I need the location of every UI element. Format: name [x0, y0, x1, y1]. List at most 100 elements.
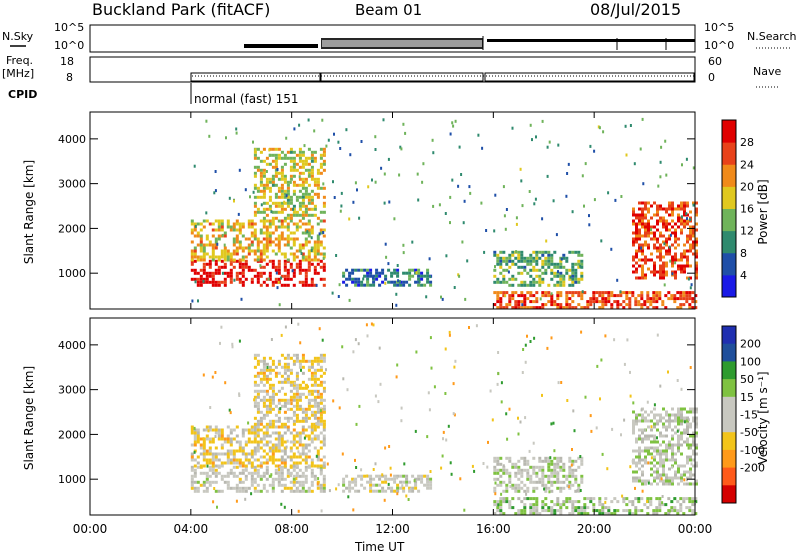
- heatmap-cell: [665, 449, 668, 453]
- heatmap-cell: [598, 291, 602, 295]
- scatter-point: [270, 473, 273, 477]
- colorbar-tick-label: 8: [740, 247, 747, 260]
- heatmap-cell: [511, 291, 515, 295]
- heatmap-cell: [310, 480, 314, 484]
- heatmap-cell: [547, 459, 551, 463]
- heatmap-cell: [250, 483, 254, 487]
- scatter-point: [685, 157, 688, 161]
- scatter-point: [297, 509, 300, 513]
- heatmap-cell: [298, 156, 302, 160]
- heatmap-cell: [274, 216, 278, 220]
- heatmap-cell: [692, 443, 695, 447]
- heatmap-cell: [223, 474, 227, 478]
- heatmap-cell: [196, 486, 200, 490]
- heatmap-cell: [256, 240, 260, 244]
- heatmap-cell: [274, 237, 278, 241]
- heatmap-cell: [253, 258, 257, 262]
- heatmap-cell: [496, 300, 500, 304]
- heatmap-cell: [223, 258, 227, 262]
- heatmap-cell: [274, 431, 278, 435]
- scatter-point: [317, 390, 319, 394]
- heatmap-cell: [250, 440, 254, 444]
- heatmap-cell: [659, 443, 662, 447]
- heatmap-cell: [313, 368, 317, 372]
- heatmap-cell: [632, 479, 635, 483]
- heatmap-cell: [292, 204, 296, 208]
- scatter-point: [429, 275, 432, 279]
- heatmap-cell: [360, 483, 364, 487]
- heatmap-cell: [568, 512, 572, 516]
- heatmap-cell: [280, 398, 284, 402]
- heatmap-cell: [316, 434, 320, 438]
- heatmap-cell: [316, 234, 320, 238]
- heatmap-cell: [283, 416, 287, 420]
- heatmap-cell: [499, 512, 503, 516]
- heatmap-cell: [686, 201, 689, 205]
- scatter-point: [338, 283, 341, 287]
- x-tick-label: 20:00: [577, 522, 612, 536]
- heatmap-cell: [508, 456, 512, 460]
- scatter-point: [555, 233, 558, 237]
- scatter-point: [595, 426, 598, 430]
- heatmap-cell: [541, 253, 545, 257]
- scatter-point: [571, 448, 573, 451]
- heatmap-cell: [574, 271, 578, 275]
- heatmap-cell: [322, 443, 326, 447]
- heatmap-cell: [310, 471, 314, 475]
- heatmap-cell: [319, 162, 323, 166]
- heatmap-cell: [674, 413, 677, 417]
- heatmap-cell: [647, 434, 650, 438]
- scatter-point: [497, 351, 500, 354]
- heatmap-cell: [274, 280, 278, 284]
- heatmap-cell: [304, 468, 308, 472]
- heatmap-cell: [319, 243, 323, 247]
- heatmap-cell: [568, 459, 572, 463]
- scatter-point: [444, 347, 447, 351]
- heatmap-cell: [316, 392, 320, 396]
- heatmap-cell: [310, 280, 314, 284]
- scatter-point: [454, 119, 457, 123]
- heatmap-cell: [517, 253, 521, 257]
- heatmap-cell: [375, 274, 379, 278]
- heatmap-cell: [399, 474, 403, 478]
- heatmap-cell: [674, 228, 677, 232]
- heatmap-cell: [396, 268, 400, 272]
- colorbar-segment: [722, 252, 736, 276]
- heatmap-cell: [694, 500, 698, 504]
- heatmap-cell: [253, 431, 257, 435]
- heatmap-cell: [220, 464, 224, 468]
- heatmap-cell: [601, 506, 605, 510]
- heatmap-cell: [313, 410, 317, 414]
- heatmap-cell: [292, 474, 296, 478]
- heatmap-cell: [235, 259, 239, 263]
- heatmap-cell: [301, 386, 305, 390]
- heatmap-cell: [265, 410, 269, 414]
- heatmap-cell: [665, 249, 668, 253]
- heatmap-cell: [408, 268, 412, 272]
- heatmap-cell: [529, 497, 533, 501]
- heatmap-cell: [517, 468, 521, 472]
- heatmap-cell: [259, 255, 263, 259]
- heatmap-cell: [402, 489, 406, 493]
- heatmap-cell: [277, 419, 281, 423]
- heatmap-cell: [289, 480, 293, 484]
- heatmap-cell: [226, 486, 230, 490]
- heatmap-cell: [304, 410, 308, 414]
- heatmap-cell: [369, 283, 373, 287]
- heatmap-cell: [322, 159, 326, 163]
- heatmap-cell: [526, 471, 530, 475]
- heatmap-cell: [668, 458, 671, 462]
- heatmap-cell: [499, 468, 503, 472]
- heatmap-cell: [632, 419, 635, 423]
- heatmap-cell: [286, 283, 290, 287]
- heatmap-cell: [259, 210, 263, 214]
- scatter-point: [252, 190, 255, 194]
- heatmap-cell: [253, 401, 257, 405]
- scatter-point: [565, 194, 568, 198]
- heatmap-cell: [322, 440, 326, 444]
- heatmap-cell: [226, 274, 230, 278]
- heatmap-cell: [541, 471, 545, 475]
- heatmap-cell: [689, 467, 692, 471]
- heatmap-cell: [190, 258, 194, 262]
